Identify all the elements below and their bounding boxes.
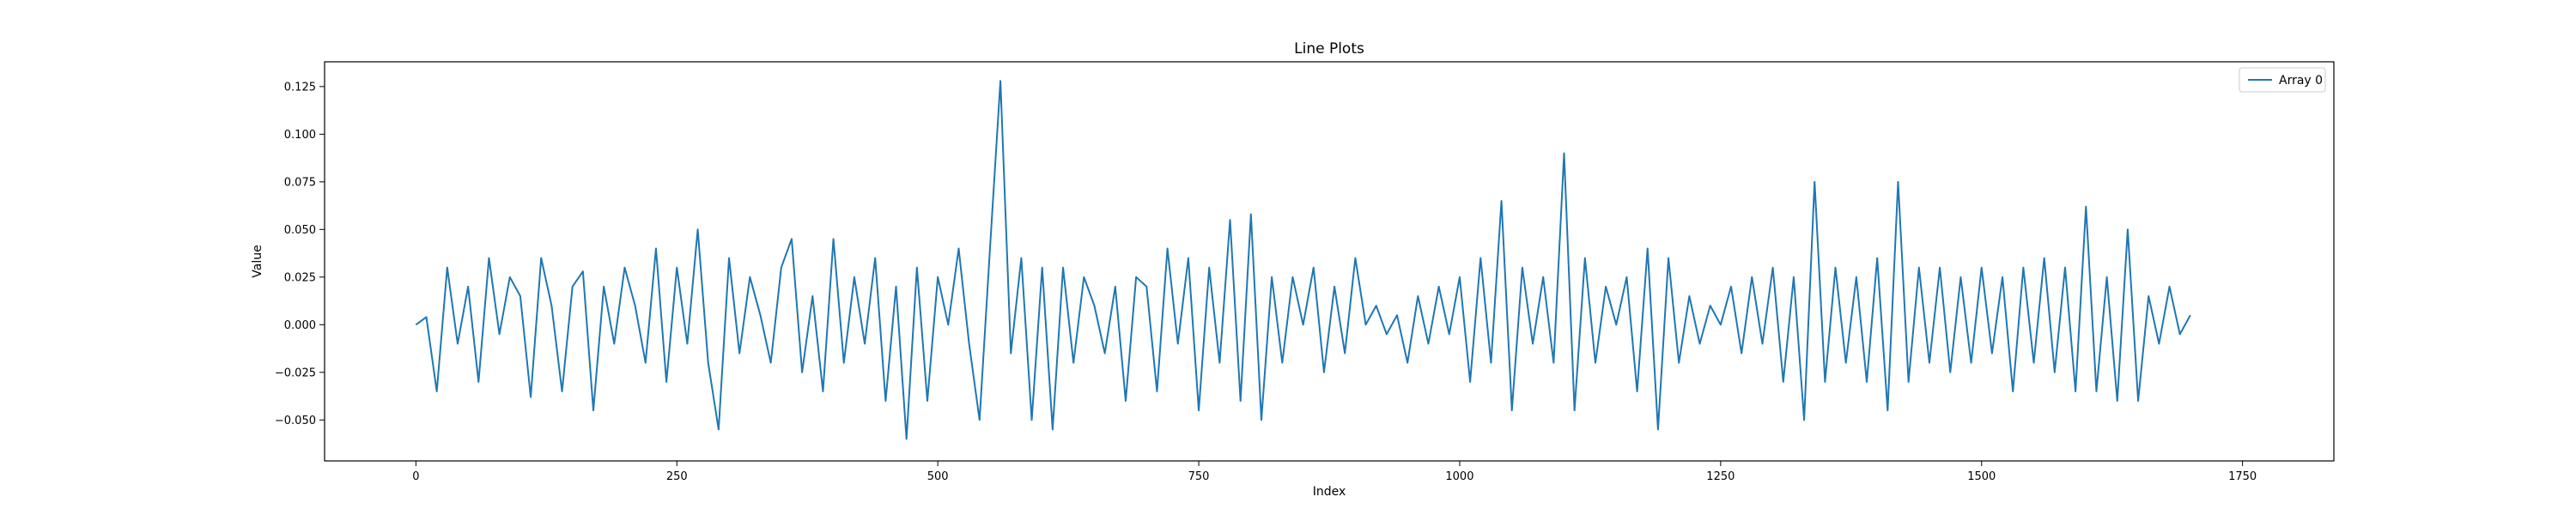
x-axis-label: Index bbox=[1313, 485, 1346, 499]
y-tick-label: −0.025 bbox=[275, 367, 316, 379]
y-tick-label: 0.100 bbox=[284, 129, 316, 142]
y-tick-label: 0.050 bbox=[284, 224, 316, 237]
series-line-0 bbox=[415, 80, 2191, 440]
y-tick-label: −0.050 bbox=[275, 415, 316, 427]
x-axis: 0 250 500 750 1000 1250 1500 1750 bbox=[412, 461, 2257, 483]
x-tick-label: 1500 bbox=[1967, 470, 1996, 483]
y-tick-label: 0.075 bbox=[284, 176, 316, 189]
x-tick-label: 1750 bbox=[2228, 470, 2257, 483]
y-axis-label: Value bbox=[251, 245, 264, 277]
series-layer bbox=[415, 80, 2191, 440]
y-tick-label: 0.125 bbox=[284, 81, 316, 94]
x-tick-label: 1250 bbox=[1706, 470, 1735, 483]
legend-box bbox=[2239, 67, 2326, 93]
x-tick-label: 500 bbox=[927, 470, 949, 483]
x-tick-label: 0 bbox=[412, 470, 419, 483]
legend: Array 0 bbox=[2239, 67, 2326, 93]
x-tick-label: 250 bbox=[666, 470, 688, 483]
x-tick-label: 750 bbox=[1188, 470, 1210, 483]
y-tick-label: 0.000 bbox=[284, 319, 316, 332]
plot-area bbox=[324, 61, 2335, 462]
y-axis: −0.050 −0.025 0.000 0.025 0.050 0.075 0.100 0.1… bbox=[275, 81, 325, 427]
chart-title: Line Plots bbox=[1294, 40, 1364, 58]
x-tick-label: 1000 bbox=[1445, 470, 1473, 483]
y-tick-label: 0.025 bbox=[284, 271, 316, 284]
legend-label-array-0: Array 0 bbox=[2279, 74, 2323, 88]
plot-frame bbox=[324, 61, 2335, 462]
